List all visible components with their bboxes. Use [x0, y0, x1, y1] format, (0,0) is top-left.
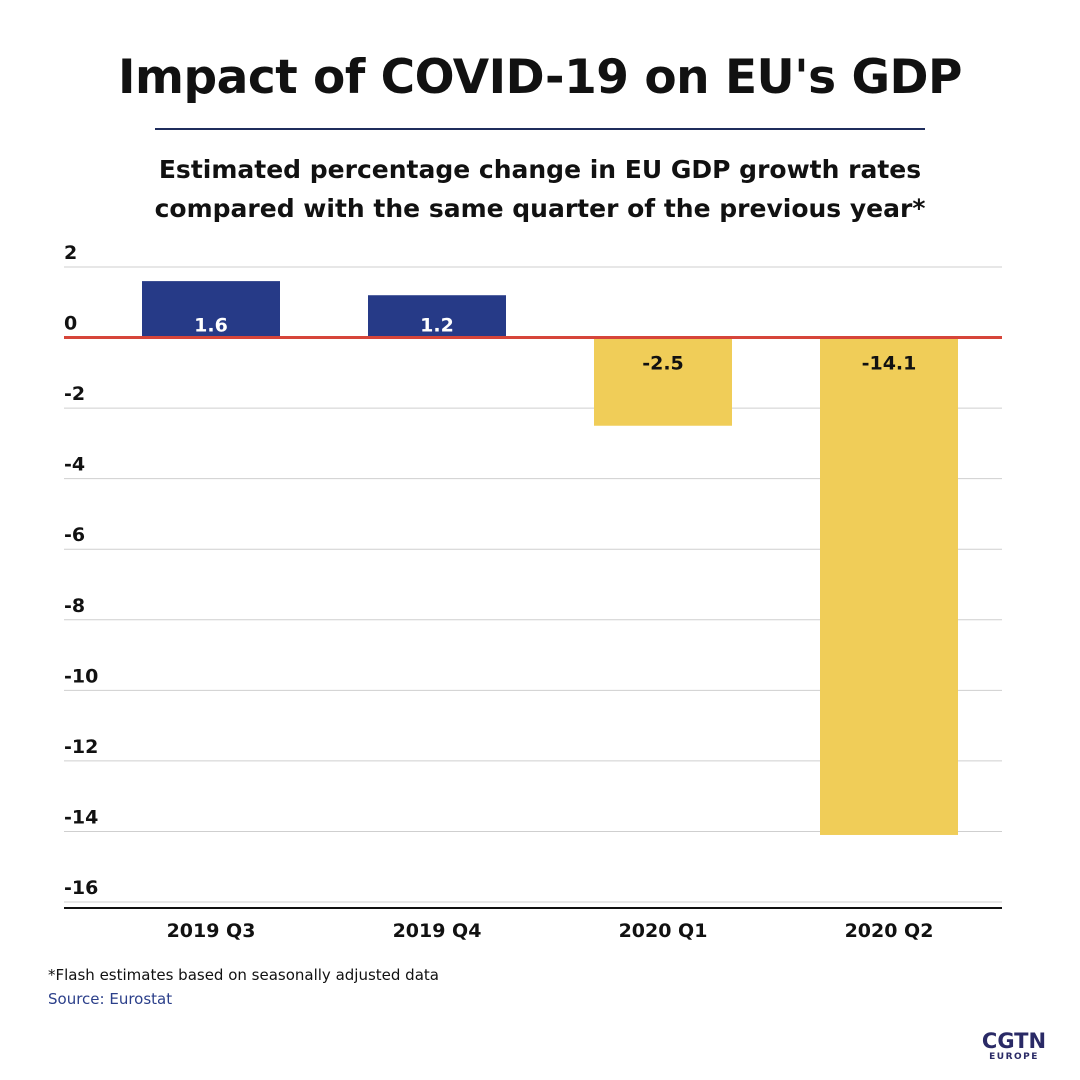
y-tick-label: 2 [64, 242, 77, 264]
y-tick-label: -14 [64, 806, 98, 828]
source-note: Source: Eurostat [48, 990, 173, 1008]
y-tick-label: 0 [64, 313, 77, 335]
x-tick-label: 2019 Q4 [393, 920, 482, 942]
subtitle-line-1: Estimated percentage change in EU GDP gr… [158, 155, 922, 184]
x-tick-label: 2020 Q1 [619, 920, 708, 942]
y-tick-label: -12 [64, 736, 98, 758]
bar-data-label: -2.5 [642, 353, 684, 375]
bar-data-label: 1.2 [420, 315, 454, 337]
bar-data-label: -14.1 [862, 353, 917, 375]
logo-wordmark: CGTN [981, 1029, 1047, 1053]
y-tick-label: -2 [64, 383, 85, 405]
y-tick-label: -10 [64, 665, 98, 687]
y-tick-label: -16 [64, 877, 98, 899]
bar-data-label: 1.6 [194, 315, 228, 337]
cgtn-europe-logo: CGTN EUROPE [978, 1030, 1050, 1063]
bar [820, 337, 958, 835]
chart-title: Impact of COVID-19 on EU's GDP [118, 50, 962, 105]
y-tick-label: -8 [64, 595, 85, 617]
subtitle-line-2: compared with the same quarter of the pr… [154, 194, 926, 223]
bar [368, 295, 506, 338]
y-tick-label: -6 [64, 524, 85, 546]
x-tick-label: 2019 Q3 [167, 920, 256, 942]
logo-subtext: EUROPE [989, 1052, 1039, 1062]
footnote: *Flash estimates based on seasonally adj… [48, 966, 439, 984]
bar [594, 337, 732, 426]
bar [142, 281, 280, 338]
x-tick-label: 2020 Q2 [845, 920, 934, 942]
title-divider [155, 128, 925, 130]
chart-subtitle: Estimated percentage change in EU GDP gr… [0, 150, 1080, 228]
y-tick-label: -4 [64, 454, 85, 476]
